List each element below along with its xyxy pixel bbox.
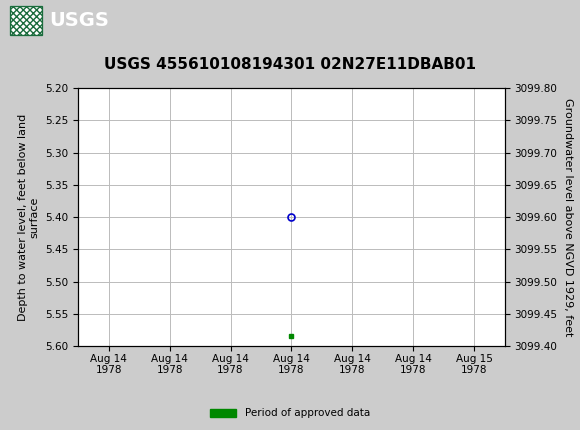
- Y-axis label: Depth to water level, feet below land
surface: Depth to water level, feet below land su…: [18, 114, 40, 321]
- Legend: Period of approved data: Period of approved data: [206, 404, 374, 423]
- Text: USGS: USGS: [49, 11, 109, 30]
- Text: USGS 455610108194301 02N27E11DBAB01: USGS 455610108194301 02N27E11DBAB01: [104, 57, 476, 72]
- Y-axis label: Groundwater level above NGVD 1929, feet: Groundwater level above NGVD 1929, feet: [563, 98, 573, 336]
- FancyBboxPatch shape: [10, 6, 42, 35]
